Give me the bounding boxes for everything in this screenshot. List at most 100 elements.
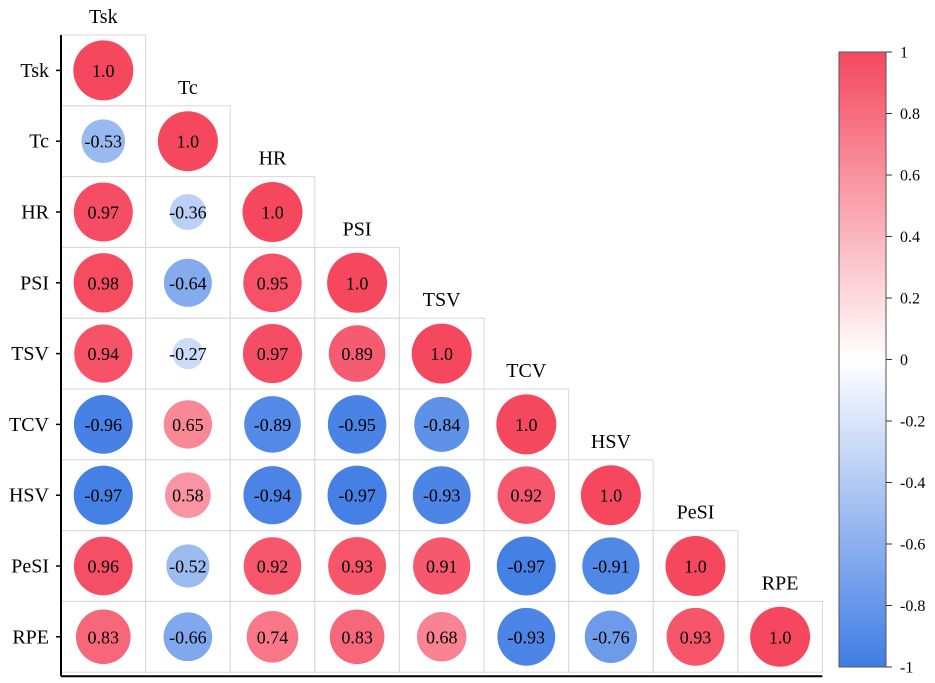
- circle-Tc-Tc: [157, 111, 218, 172]
- value-label-RPE-HSV: -0.76: [592, 627, 630, 647]
- value-label-HSV-Tc: 0.58: [172, 486, 204, 506]
- circle-PeSI-HR: [243, 537, 302, 595]
- circle-PeSI-Tsk: [73, 536, 133, 596]
- value-label-TSV-PSI: 0.89: [341, 344, 373, 364]
- circle-PeSI-Tc: [166, 544, 210, 588]
- circle-HR-Tsk: [73, 182, 133, 242]
- circle-TSV-Tsk: [74, 324, 133, 383]
- colorbar-tick-label: 0: [900, 352, 908, 369]
- circle-HSV-PSI: [327, 465, 387, 525]
- value-label-RPE-RPE: 1.0: [769, 627, 792, 647]
- colorbar-tick-label: 0.6: [900, 168, 920, 185]
- value-label-Tsk-Tsk: 1.0: [92, 61, 115, 81]
- circle-HR-Tc: [169, 194, 206, 230]
- circle-TSV-HR: [242, 324, 303, 384]
- value-label-HSV-HR: -0.94: [254, 486, 292, 506]
- value-label-TCV-Tc: 0.65: [172, 415, 204, 435]
- value-label-PSI-PSI: 1.0: [346, 273, 369, 293]
- value-label-PSI-HR: 0.95: [257, 273, 289, 293]
- circle-PeSI-TSV: [413, 537, 471, 595]
- correlation-circles: 1.0 -0.53 1.0 0.97 -0.36 1.0 0.98 -0.64 0.95 1.0 0…: [73, 40, 811, 667]
- colorbar-gradient: [838, 51, 887, 668]
- value-label-HSV-PSI: -0.97: [338, 486, 376, 506]
- circle-HSV-TSV: [412, 466, 471, 525]
- value-label-Tc-Tc: 1.0: [177, 132, 200, 152]
- matrix-axes: [56, 35, 823, 678]
- column-label-PSI: PSI: [343, 218, 372, 240]
- value-label-PSI-Tc: -0.64: [169, 273, 207, 293]
- row-label-HR: HR: [21, 202, 49, 224]
- circle-RPE-PeSI: [666, 607, 725, 666]
- value-label-RPE-PSI: 0.83: [341, 627, 373, 647]
- circle-TCV-TCV: [496, 394, 557, 455]
- value-label-HSV-TSV: -0.93: [423, 486, 461, 506]
- circle-TSV-Tc: [172, 338, 204, 370]
- value-label-TCV-TCV: 1.0: [515, 415, 538, 435]
- value-label-PeSI-Tsk: 0.96: [88, 557, 120, 577]
- circle-HSV-HR: [243, 466, 302, 525]
- value-label-RPE-PeSI: 0.93: [680, 627, 712, 647]
- row-label-Tsk: Tsk: [20, 60, 49, 82]
- value-label-RPE-TCV: -0.93: [508, 627, 546, 647]
- circle-RPE-HSV: [584, 610, 638, 663]
- value-label-PeSI-PeSI: 1.0: [684, 557, 707, 577]
- value-label-RPE-HR: 0.74: [257, 627, 289, 647]
- circle-PeSI-HSV: [582, 537, 640, 595]
- value-label-TCV-HR: -0.89: [254, 415, 292, 435]
- value-label-TCV-TSV: -0.84: [423, 415, 461, 435]
- circle-PSI-PSI: [327, 252, 388, 313]
- row-label-PeSI: PeSI: [11, 556, 49, 578]
- circle-HSV-HSV: [580, 465, 641, 526]
- column-label-PeSI: PeSI: [677, 502, 715, 524]
- colorbar-tick-label: 0.4: [900, 229, 920, 246]
- row-label-HSV: HSV: [9, 485, 50, 507]
- circle-RPE-Tc: [163, 612, 213, 662]
- circle-RPE-TSV: [416, 612, 467, 662]
- colorbar-tick-label: -1: [900, 660, 913, 677]
- value-label-TSV-Tsk: 0.94: [88, 344, 120, 364]
- column-label-Tc: Tc: [178, 77, 198, 99]
- colorbar-ticks: 1 0.8 0.6 0.4 0.2 0 -0.2 -0.4 -0.6 -0.8 -1: [886, 45, 925, 677]
- value-label-HR-HR: 1.0: [261, 203, 284, 223]
- value-label-TCV-Tsk: -0.96: [85, 415, 123, 435]
- circle-TCV-Tc: [163, 400, 213, 449]
- cell-grid: [60, 34, 823, 673]
- row-label-TCV: TCV: [9, 414, 50, 436]
- circle-TSV-PSI: [328, 325, 386, 382]
- circle-Tc-Tsk: [81, 119, 126, 164]
- circle-HSV-Tc: [165, 472, 211, 519]
- circle-TCV-Tsk: [73, 395, 133, 454]
- circle-RPE-HR: [246, 610, 299, 663]
- colorbar-tick-label: 0.2: [900, 291, 920, 308]
- circle-PSI-Tc: [163, 258, 212, 307]
- value-label-TSV-HR: 0.97: [257, 344, 289, 364]
- circle-PeSI-PSI: [328, 537, 387, 595]
- circle-HSV-TCV: [497, 466, 556, 524]
- value-label-HSV-HSV: 1.0: [600, 486, 623, 506]
- circle-PeSI-PeSI: [665, 536, 726, 596]
- column-label-Tsk: Tsk: [89, 6, 118, 28]
- circle-RPE-RPE: [750, 606, 811, 667]
- colorbar-tick-label: -0.2: [900, 414, 925, 431]
- row-label-TSV: TSV: [11, 343, 49, 365]
- column-label-HR: HR: [259, 148, 287, 170]
- variable-labels: Tsk Tsk Tc Tc HR HR PSI PSI TSV TSV TCV TCV HSV HSV Pe…: [9, 6, 798, 648]
- circle-HR-HR: [242, 182, 303, 242]
- column-label-TCV: TCV: [506, 360, 547, 382]
- column-label-RPE: RPE: [762, 572, 799, 594]
- circle-Tsk-Tsk: [73, 40, 134, 101]
- value-label-HR-Tc: -0.36: [169, 203, 207, 223]
- circle-RPE-TCV: [497, 607, 556, 666]
- value-label-HR-Tsk: 0.97: [88, 203, 120, 223]
- value-label-HSV-Tsk: -0.97: [85, 486, 123, 506]
- value-label-RPE-Tc: -0.66: [169, 627, 207, 647]
- value-label-PeSI-PSI: 0.93: [341, 557, 373, 577]
- value-label-PeSI-TCV: -0.97: [508, 557, 546, 577]
- circle-PSI-Tsk: [73, 253, 133, 313]
- value-label-PSI-Tsk: 0.98: [88, 273, 120, 293]
- value-label-PeSI-TSV: 0.91: [426, 557, 458, 577]
- circle-TCV-TSV: [414, 396, 470, 452]
- colorbar: 1 0.8 0.6 0.4 0.2 0 -0.2 -0.4 -0.6 -0.8 -1: [838, 45, 925, 677]
- value-label-TCV-PSI: -0.95: [338, 415, 376, 435]
